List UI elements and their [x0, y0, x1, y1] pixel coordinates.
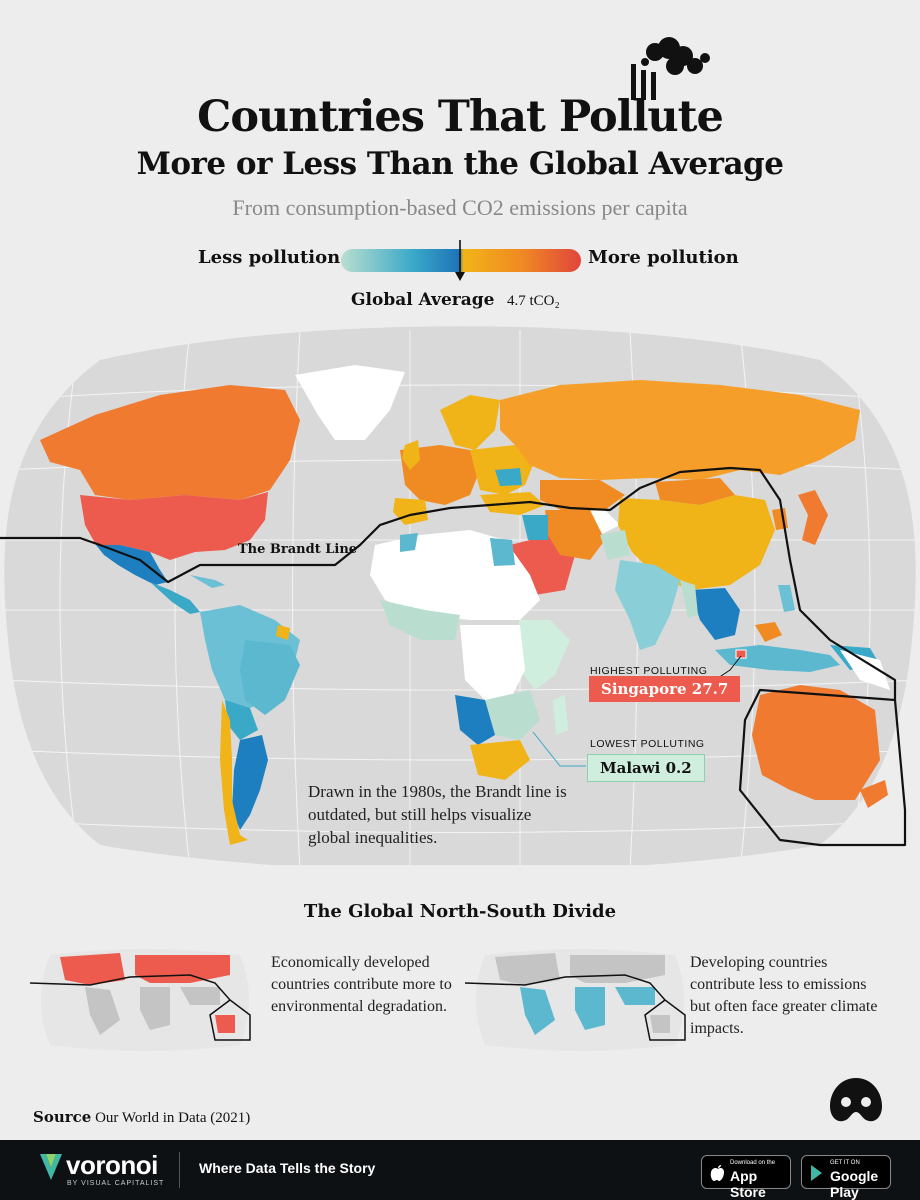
footer-divider — [179, 1152, 180, 1188]
south-africa-region — [470, 740, 530, 780]
smoke-icon — [631, 37, 710, 100]
source-line: Source Our World in Data (2021) — [33, 1108, 250, 1127]
brand-subtitle: BY VISUAL CAPITALIST — [67, 1180, 165, 1187]
source-text: Our World in Data (2021) — [95, 1110, 251, 1126]
iran-region — [545, 510, 605, 560]
average-marker-arrow — [455, 240, 465, 281]
app-store-label: App Store — [730, 1168, 766, 1200]
subtitle: From consumption-based CO2 emissions per… — [232, 195, 688, 220]
brandt-line-label: The Brandt Line — [238, 542, 358, 557]
highest-polluting-heading: HIGHEST POLLUTING — [590, 665, 708, 677]
global-average-value: 4.7 tCO₂ — [507, 293, 560, 309]
voronoi-logo-icon — [40, 1154, 62, 1180]
legend-more-label: More pollution — [588, 247, 739, 268]
india-region — [615, 560, 680, 650]
caribbean-region — [190, 575, 225, 588]
voronoi-mark-icon — [830, 1078, 882, 1122]
central-africa-region — [460, 625, 525, 700]
philippines-region — [778, 585, 795, 612]
russia-region — [500, 380, 860, 480]
app-store-button[interactable]: Download on the App Store — [701, 1155, 791, 1200]
malaysia-region — [755, 622, 782, 642]
brazil-region — [240, 640, 300, 715]
new-guinea-region — [840, 650, 890, 690]
google-play-button[interactable]: GET IT ON Google Play — [801, 1155, 891, 1200]
madagascar-region — [553, 695, 568, 735]
lowest-polluting-heading: LOWEST POLLUTING — [590, 738, 705, 750]
southern-africa-mid-region — [485, 690, 540, 740]
egypt-region — [490, 538, 515, 566]
mongolia-region — [655, 478, 735, 505]
west-africa-region — [380, 600, 460, 640]
bolivia-paraguay-region — [225, 700, 258, 740]
kazakhstan-region — [540, 480, 625, 512]
ukraine-region — [495, 468, 522, 486]
myanmar-region — [680, 580, 698, 618]
malawi-leader-line — [532, 731, 586, 767]
canada-region — [40, 385, 300, 500]
usa-region — [80, 492, 268, 560]
brandt-line-note: Drawn in the 1980s, the Brandt line is o… — [308, 782, 567, 847]
world-map — [0, 326, 916, 865]
google-play-small-label: GET IT ON — [830, 1160, 860, 1166]
south-mini-map — [465, 949, 686, 1051]
mexico-region — [96, 545, 168, 585]
google-play-icon — [811, 1165, 822, 1181]
southeast-asia-region — [690, 588, 740, 640]
north-mini-map — [30, 949, 251, 1051]
scandinavia-region — [440, 395, 500, 450]
divide-title: The Global North-South Divide — [303, 901, 617, 922]
title-line2: More or Less Than the Global Average — [136, 146, 784, 182]
footer-tagline: Where Data Tells the Story — [199, 1160, 376, 1176]
brandt-line — [0, 466, 907, 847]
title-line1: Countries That Pollute — [197, 92, 724, 142]
chile-region — [220, 700, 248, 845]
namibia-botswana-region — [455, 695, 495, 745]
central-america-region — [150, 582, 200, 614]
south-description: Developing countries contribute less to … — [690, 954, 878, 1037]
legend-less-label: Less pollution — [198, 247, 341, 268]
lowest-polluting-value: Malawi 0.2 — [587, 754, 705, 782]
japan-region — [798, 490, 828, 545]
uk-region — [402, 440, 420, 470]
apple-icon — [710, 1165, 724, 1181]
iraq-region — [522, 515, 548, 540]
greenland-region — [295, 365, 405, 440]
google-play-label: Google Play — [830, 1168, 879, 1200]
morocco-region — [400, 533, 418, 552]
north-description: Economically developed countries contrib… — [271, 954, 452, 1015]
global-average-label: Global Average — [351, 290, 495, 310]
legend-gradient-bar — [341, 249, 581, 272]
argentina-region — [232, 735, 268, 830]
singapore-marker — [735, 649, 747, 659]
new-zealand-region — [860, 780, 888, 808]
brand-name: voronoi — [66, 1150, 158, 1180]
source-label: Source — [33, 1108, 92, 1126]
app-store-small-label: Download on the — [730, 1160, 776, 1166]
afghanistan-region — [600, 530, 630, 560]
highest-polluting-value: Singapore 27.7 — [589, 676, 741, 702]
china-region — [618, 495, 775, 590]
french-guiana-region — [276, 625, 290, 640]
australia-region — [752, 685, 880, 800]
east-africa-region — [520, 620, 570, 690]
